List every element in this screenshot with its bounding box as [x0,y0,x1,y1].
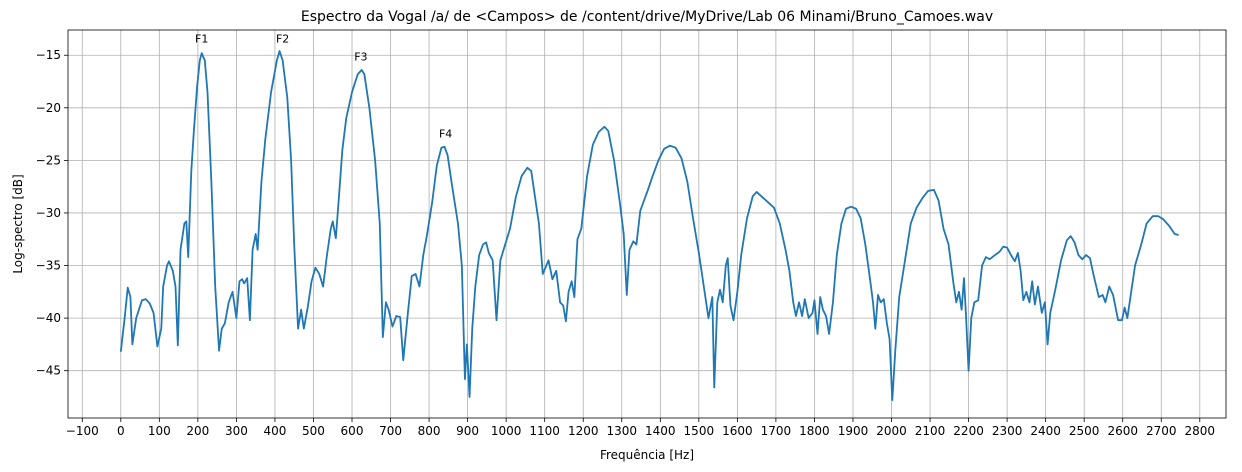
y-tick-label: −20 [36,101,61,115]
x-tick-label: 2600 [1107,424,1138,438]
chart-title: Espectro da Vogal /a/ de <Campos> de /co… [301,9,993,25]
y-tick-label: −45 [36,364,61,378]
x-tick-label: 100 [148,424,171,438]
x-tick-label: 700 [379,424,402,438]
x-tick-label: 2300 [992,424,1023,438]
x-tick-label: 1500 [684,424,715,438]
x-tick-label: 1000 [491,424,522,438]
x-tick-label: 1200 [568,424,599,438]
x-tick-label: −100 [66,424,99,438]
x-tick-label: 2000 [876,424,907,438]
annotation: F1 [195,33,208,46]
x-tick-label: 2800 [1185,424,1216,438]
x-tick-label: 900 [456,424,479,438]
y-tick-label: −30 [36,206,61,220]
x-axis-label: Frequência [Hz] [600,448,694,462]
y-axis-label: Log-spectro [dB] [11,174,25,273]
x-tick-label: 1100 [529,424,560,438]
y-tick-label: −25 [36,153,61,167]
x-tick-label: 300 [225,424,248,438]
x-tick-label: 2400 [1030,424,1061,438]
x-tick-label: 200 [186,424,209,438]
y-tick-label: −40 [36,311,61,325]
spectrum-line [119,50,1179,402]
x-tick-label: 2200 [953,424,984,438]
x-tick-label: 600 [341,424,364,438]
x-tick-label: 2100 [915,424,946,438]
annotation: F3 [354,50,367,63]
x-tick-label: 400 [263,424,286,438]
plot-frame [67,29,1227,419]
x-tick-label: 0 [117,424,125,438]
x-tick-label: 1300 [606,424,637,438]
annotation: F4 [439,127,452,140]
x-tick-label: 1900 [838,424,869,438]
annotation: F2 [276,33,289,46]
x-tick-label: 800 [418,424,441,438]
y-tick-label: −35 [36,259,61,273]
x-tick-label: 1800 [799,424,830,438]
x-tick-label: 1600 [722,424,753,438]
x-tick-label: 500 [302,424,325,438]
x-tick-label: 1400 [645,424,676,438]
x-tick-label: 2500 [1069,424,1100,438]
x-tick-label: 2700 [1146,424,1177,438]
y-tick-label: −15 [36,48,61,62]
x-tick-label: 1700 [761,424,792,438]
